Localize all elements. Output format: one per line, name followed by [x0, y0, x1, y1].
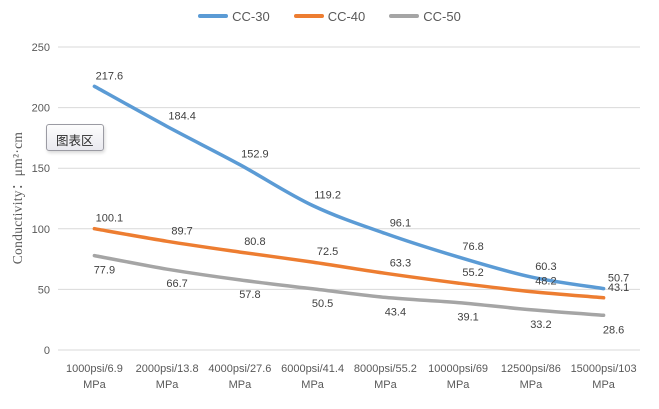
x-category-unit: MPa — [374, 379, 398, 391]
data-label-cc-40: 48.2 — [535, 276, 556, 288]
legend-line-swatch-cc-30 — [198, 14, 229, 18]
y-tick-label: 250 — [32, 42, 50, 54]
x-category-unit: MPa — [592, 379, 616, 391]
x-category-unit: MPa — [229, 379, 253, 391]
y-tick-label: 50 — [38, 284, 50, 296]
x-category-unit: MPa — [83, 379, 107, 391]
x-category-label: 1000psi/6.9 — [66, 363, 123, 375]
legend-label-cc-30: CC-30 — [232, 8, 270, 24]
x-category-label: 4000psi/27.6 — [208, 363, 271, 375]
x-category-label: 12500psi/86 — [501, 363, 561, 375]
y-tick-label: 0 — [44, 345, 50, 357]
data-label-cc-50: 66.7 — [166, 278, 187, 290]
data-label-cc-50: 50.5 — [312, 298, 333, 310]
y-tick-label: 200 — [32, 103, 50, 115]
legend-line-swatch-cc-50 — [389, 14, 420, 18]
legend-line-swatch-cc-40 — [293, 14, 324, 18]
data-label-cc-40: 100.1 — [96, 213, 124, 225]
data-label-cc-50: 39.1 — [457, 312, 478, 324]
x-category-label: 2000psi/13.8 — [136, 363, 199, 375]
legend-label-cc-40: CC-40 — [327, 8, 366, 24]
series-line-cc-50[interactable] — [92, 253, 606, 318]
data-label-cc-30: 96.1 — [390, 218, 411, 230]
data-label-cc-50: 28.6 — [603, 324, 624, 336]
y-axis-title: Conductivity：μm²·cm — [10, 131, 25, 265]
x-category-unit: MPa — [301, 379, 325, 391]
data-label-cc-30: 76.8 — [462, 241, 483, 253]
x-category-label: 8000psi/55.2 — [354, 363, 417, 375]
y-tick-label: 100 — [32, 224, 50, 236]
x-category-unit: MPa — [447, 379, 471, 391]
data-label-cc-30: 152.9 — [241, 149, 269, 161]
data-label-cc-50: 57.8 — [239, 289, 260, 301]
legend-item-cc-50[interactable]: CC-50 — [389, 9, 461, 24]
data-label-cc-50: 33.2 — [530, 319, 551, 331]
x-category-unit: MPa — [156, 379, 180, 391]
legend-label-cc-50: CC-50 — [423, 8, 461, 24]
data-label-cc-30: 50.7 — [608, 273, 629, 285]
series-line-cc-40[interactable] — [92, 226, 606, 300]
data-label-cc-40: 43.1 — [608, 282, 629, 294]
data-label-cc-40: 63.3 — [390, 257, 411, 269]
chart-area-tooltip: 图表区 — [46, 124, 104, 151]
data-label-cc-30: 217.6 — [96, 70, 124, 82]
data-label-cc-40: 72.5 — [317, 246, 338, 258]
x-category-label: 6000psi/41.4 — [281, 363, 344, 375]
x-category-label: 15000psi/103 — [571, 363, 637, 375]
x-category-label: 10000psi/69 — [428, 363, 488, 375]
legend: CC-30 CC-40 CC-50 — [0, 7, 659, 25]
data-label-cc-30: 184.4 — [168, 111, 196, 123]
data-label-cc-50: 77.9 — [94, 265, 115, 277]
data-label-cc-40: 80.8 — [244, 236, 265, 248]
data-label-cc-30: 119.2 — [314, 190, 341, 202]
x-category-unit: MPa — [520, 379, 544, 391]
legend-item-cc-40[interactable]: CC-40 — [293, 8, 366, 24]
data-label-cc-40: 55.2 — [462, 267, 483, 279]
legend-item-cc-30[interactable]: CC-30 — [198, 9, 270, 24]
y-tick-label: 150 — [32, 163, 50, 175]
data-label-cc-40: 89.7 — [171, 225, 192, 237]
data-label-cc-30: 60.3 — [535, 261, 556, 273]
series-line-cc-30[interactable] — [92, 84, 606, 291]
data-label-cc-50: 43.4 — [385, 306, 406, 318]
